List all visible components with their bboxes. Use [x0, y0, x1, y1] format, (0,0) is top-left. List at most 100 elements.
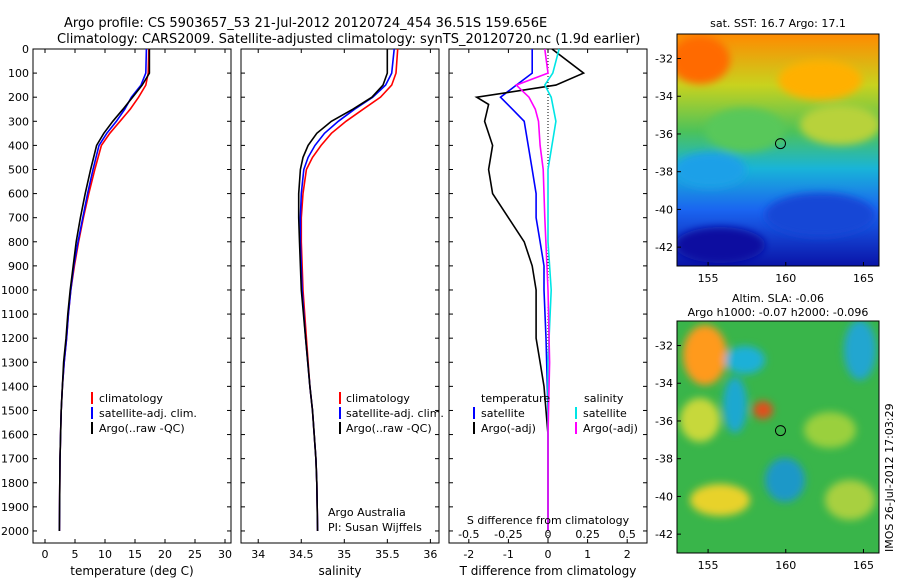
difference-legend: temperature satellite Argo(-adj) salinit… — [473, 392, 638, 435]
y-tick-label: 200 — [8, 91, 29, 104]
salinity-y-ticks — [241, 48, 439, 532]
sst-warm-patch — [778, 60, 862, 100]
difference-y-ticks — [449, 48, 647, 532]
sst-map-panel: sat. SST: 16.7 Argo: 17.1 155 160 165 -32 -3… — [655, 17, 880, 285]
y-tick-label: 1900 — [1, 501, 29, 514]
map-y-tick-label: -36 — [655, 128, 673, 141]
x-tick-label: -2 — [463, 548, 474, 561]
y-tick-label: 1200 — [1, 332, 29, 345]
x-tick-label: 10 — [98, 548, 112, 561]
map-y-tick-label: -36 — [655, 415, 673, 428]
x-tick-label: 35 — [337, 548, 351, 561]
map-y-tick-label: -32 — [655, 53, 673, 66]
salinity-annotation-line2: PI: Susan Wijffels — [328, 521, 422, 534]
map-x-tick-label: 165 — [853, 272, 874, 285]
sst-map-image — [677, 34, 879, 266]
diff-legend-t-argo: Argo(-adj) — [481, 422, 536, 435]
series-line — [297, 49, 389, 532]
map-x-tick-label: 160 — [775, 559, 796, 572]
y-tick-label: 500 — [8, 163, 29, 176]
x-tick-label: 15 — [128, 548, 142, 561]
map-x-tick-label: 155 — [698, 559, 719, 572]
salinity-xlabel: salinity — [318, 564, 361, 578]
difference-panel: -2 -1 0 1 2 temperature satellite Argo(-adj)… — [448, 48, 648, 578]
sst-blue-patch — [765, 193, 875, 237]
sst-green-patch — [705, 108, 785, 152]
argo-position-marker — [774, 425, 786, 437]
s-tick-label: -0.25 — [494, 528, 522, 541]
salinity-difference-ticks: -0.5 -0.25 0 0.25 0.5 — [458, 528, 636, 541]
s-difference-label: S difference from climatology — [467, 514, 630, 527]
sla-map-panel: Altim. SLA: -0.06 Argo h1000: -0.07 h200… — [655, 292, 880, 572]
x-tick-label: 20 — [158, 548, 172, 561]
x-tick-label: 0 — [42, 548, 49, 561]
title-line-2: Climatology: CARS2009. Satellite-adjuste… — [57, 32, 640, 47]
t-difference-label: T difference from climatology — [459, 564, 637, 578]
temp-legend-argo: Argo(..raw -QC) — [99, 422, 185, 435]
map-y-tick-label: -40 — [655, 203, 673, 216]
map-y-tick-label: -42 — [655, 241, 673, 254]
s-tick-label: 0.25 — [575, 528, 600, 541]
salinity-lines — [297, 48, 399, 532]
sla-map-title-line2: Argo h1000: -0.07 h2000: -0.096 — [688, 306, 869, 319]
sla-high-patch — [753, 401, 773, 419]
series-line — [474, 48, 586, 531]
salinity-x-ticks: 34 34.5 35 35.5 36 — [251, 49, 437, 561]
y-tick-label: 900 — [8, 260, 29, 273]
sst-warm-patch — [677, 36, 730, 84]
x-tick-label: 0 — [545, 548, 552, 561]
diff-legend-t-sat: satellite — [481, 407, 525, 420]
temperature-panel: 0100200300400500600700800900100011001200… — [1, 43, 232, 578]
x-tick-label: 35.5 — [375, 548, 400, 561]
sal-legend-climatology: climatology — [346, 392, 410, 405]
sla-mid-patch — [680, 398, 720, 442]
series-line — [514, 48, 551, 531]
x-tick-label: 2 — [624, 548, 631, 561]
y-tick-label: 600 — [8, 188, 29, 201]
map-y-tick-label: -34 — [655, 90, 673, 103]
sla-low-patch — [844, 321, 876, 380]
sla-patches — [680, 321, 876, 520]
x-tick-label: 1 — [584, 548, 591, 561]
difference-lines — [474, 48, 586, 531]
x-tick-label: 25 — [188, 548, 202, 561]
s-tick-label: -0.5 — [458, 528, 479, 541]
map-x-tick-label: 165 — [853, 559, 874, 572]
y-tick-label: 1600 — [1, 429, 29, 442]
sla-mid-patch — [804, 412, 856, 448]
series-line — [499, 49, 549, 531]
y-tick-label: 700 — [8, 212, 29, 225]
salinity-axes — [240, 48, 440, 544]
map-y-tick-label: -38 — [655, 166, 673, 179]
sla-map-image — [677, 321, 879, 553]
s-tick-label: 0.5 — [618, 528, 636, 541]
map-x-tick-label: 155 — [698, 272, 719, 285]
sla-high-patch — [690, 484, 750, 516]
series-line — [543, 48, 560, 531]
x-tick-label: 5 — [72, 548, 79, 561]
temperature-lines — [58, 48, 151, 532]
x-tick-label: 34.5 — [289, 548, 314, 561]
temperature-x-ticks: 0 5 10 15 20 25 30 — [42, 49, 232, 561]
salinity-legend: climatology satellite-adj. clim. Argo(..… — [339, 392, 444, 435]
map-y-tick-label: -42 — [655, 528, 673, 541]
y-tick-label: 1300 — [1, 356, 29, 369]
y-tick-label: 300 — [8, 115, 29, 128]
title-line-1: Argo profile: CS 5903657_53 21-Jul-2012 … — [64, 16, 547, 31]
sal-legend-argo: Argo(..raw -QC) — [346, 422, 432, 435]
y-tick-label: 1500 — [1, 404, 29, 417]
s-tick-label: 0 — [545, 528, 552, 541]
salinity-panel: 34 34.5 35 35.5 36 salinity climatology sate… — [240, 48, 444, 578]
diff-legend-s-sat: satellite — [583, 407, 627, 420]
y-tick-label: 2000 — [1, 525, 29, 538]
x-tick-label: 34 — [251, 548, 265, 561]
sst-cyan-patch — [677, 152, 746, 188]
temperature-legend: climatology satellite-adj. clim. Argo(..… — [91, 392, 197, 435]
sst-yellow-patch — [800, 105, 879, 145]
sla-map-ticks: 155 160 165 -32 -34 -36 -38 -40 -42 — [655, 340, 874, 572]
temperature-xlabel: temperature (deg C) — [70, 564, 193, 578]
x-tick-label: 30 — [218, 548, 232, 561]
diff-legend-temperature-header: temperature — [481, 392, 550, 405]
y-tick-label: 400 — [8, 139, 29, 152]
y-tick-label: 1800 — [1, 477, 29, 490]
